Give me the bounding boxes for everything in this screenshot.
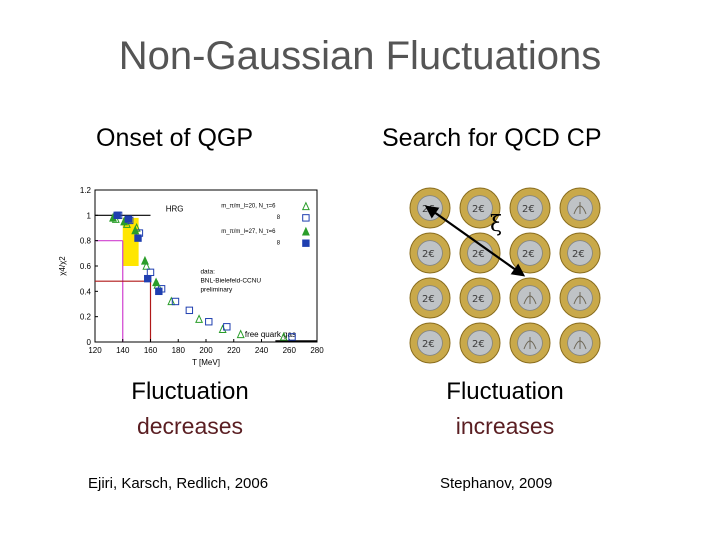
coin-denomination: 2€ <box>422 339 435 350</box>
data-point <box>152 277 161 287</box>
slide-title: Non-Gaussian Fluctuations <box>118 34 602 78</box>
coin: 2€ <box>409 232 451 274</box>
legend-marker <box>301 226 310 236</box>
y-axis-label: χ4/χ2 <box>58 256 67 276</box>
legend-entry: 8 <box>277 215 281 221</box>
data-point <box>236 329 245 339</box>
coin-center <box>567 240 593 266</box>
coin-denomination: 2€ <box>472 294 485 305</box>
data-annotation: data: <box>200 269 215 276</box>
coin-denomination: 2€ <box>472 339 485 350</box>
coin-denomination: 2€ <box>472 204 485 215</box>
data-point <box>288 333 296 341</box>
x-tick-label: 240 <box>255 346 269 355</box>
coin-tree-motif <box>573 202 587 215</box>
y-tick-label: 0.6 <box>80 262 92 271</box>
data-point <box>279 331 288 341</box>
coin: 2€ <box>509 187 551 229</box>
data-point <box>185 306 194 315</box>
legend-marker <box>302 214 310 222</box>
coin: 2€ <box>559 232 601 274</box>
coin: 2€ <box>509 232 551 274</box>
correlation-arrow <box>424 205 526 277</box>
x-tick-label: 180 <box>172 346 186 355</box>
x-tick-label: 260 <box>283 346 297 355</box>
y-tick-label: 0.8 <box>80 237 92 246</box>
data-point <box>155 287 163 296</box>
x-tick-label: 220 <box>227 346 241 355</box>
coin-grid-illustration: 2€ 2€ 2€ 2€ 2€ 2€ 2€ 2€ 2€ 2€ 2€ ξ <box>409 187 601 364</box>
x-axis-label: T [MeV] <box>192 358 220 367</box>
left-heading: Onset of QGP <box>96 124 254 152</box>
left-reference: Ejiri, Karsch, Redlich, 2006 <box>88 475 269 492</box>
legend-entry: 8 <box>277 240 281 246</box>
coin <box>559 187 601 229</box>
data-point <box>171 297 180 306</box>
coin-denomination: 2€ <box>422 249 435 260</box>
legend-marker <box>301 201 310 211</box>
data-point <box>124 215 132 223</box>
data-point <box>113 211 121 220</box>
coin: 2€ <box>459 322 501 364</box>
x-tick-label: 280 <box>310 346 324 355</box>
coin-center <box>417 330 443 356</box>
data-point <box>146 268 155 277</box>
coin: 2€ <box>409 322 451 364</box>
y-tick-label: 0.2 <box>80 313 92 322</box>
coin-denomination: 2€ <box>422 294 435 305</box>
fluctuation-plot: 120 140 160 180 200 220 240 260 280 0 0.2 0.4 0.6 0.8… <box>58 186 324 367</box>
y-tick-label: 1.2 <box>80 186 92 195</box>
data-point <box>167 296 176 306</box>
coin-center <box>467 330 493 356</box>
data-point <box>142 260 151 270</box>
right-caption-line1: Fluctuation <box>446 378 564 405</box>
x-tick-label: 120 <box>88 346 102 355</box>
right-heading: Search for QCD CP <box>382 124 602 152</box>
coin-center <box>467 285 493 311</box>
data-point <box>195 314 204 323</box>
data-point <box>140 255 149 265</box>
coin-denomination: 2€ <box>422 204 435 215</box>
coin: 2€ <box>409 277 451 319</box>
coin-center <box>417 285 443 311</box>
coin: 2€ <box>459 277 501 319</box>
left-caption-line2: decreases <box>136 413 244 439</box>
data-annotation: preliminary <box>200 286 233 293</box>
right-reference: Stephanov, 2009 <box>440 475 553 492</box>
coin-tree-motif <box>523 292 537 305</box>
coin <box>509 277 551 319</box>
coin-denomination: 2€ <box>472 249 485 260</box>
coin: 2€ <box>459 232 501 274</box>
data-point <box>134 234 142 242</box>
coin-denomination: 2€ <box>522 204 535 215</box>
y-tick-label: 1 <box>87 211 92 220</box>
x-tick-label: 160 <box>144 346 158 355</box>
coin <box>559 322 601 364</box>
right-caption-line2: increases <box>455 413 555 439</box>
x-tick-label: 140 <box>116 346 130 355</box>
data-point <box>223 323 231 331</box>
data-point <box>131 225 140 235</box>
coin <box>509 322 551 364</box>
y-tick-label: 0.4 <box>80 287 92 296</box>
y-tick-label: 0 <box>87 338 92 347</box>
hrg-annotation: HRG <box>166 205 184 214</box>
x-tick-label: 200 <box>199 346 213 355</box>
data-point <box>205 318 213 326</box>
left-caption-line1: Fluctuation <box>131 378 249 405</box>
legend-entry: m_π/m_l=27, N_τ=6 <box>221 229 276 235</box>
coin-denomination: 2€ <box>522 249 535 260</box>
data-annotation: BNL-Bielefeld-CCNU <box>200 277 261 284</box>
free-gas-annotation: free quark gas <box>245 330 296 339</box>
coin-tree-motif <box>523 337 537 350</box>
xi-symbol: ξ <box>490 212 502 237</box>
data-point <box>144 274 152 283</box>
data-point <box>218 324 227 334</box>
coin-denomination: 2€ <box>572 249 585 260</box>
coin-tree-motif <box>573 292 587 305</box>
coin-tree-motif <box>573 337 587 350</box>
legend-entry: m_π/m_l=20, N_τ=6 <box>221 204 276 210</box>
coin <box>559 277 601 319</box>
legend-marker <box>302 239 310 247</box>
